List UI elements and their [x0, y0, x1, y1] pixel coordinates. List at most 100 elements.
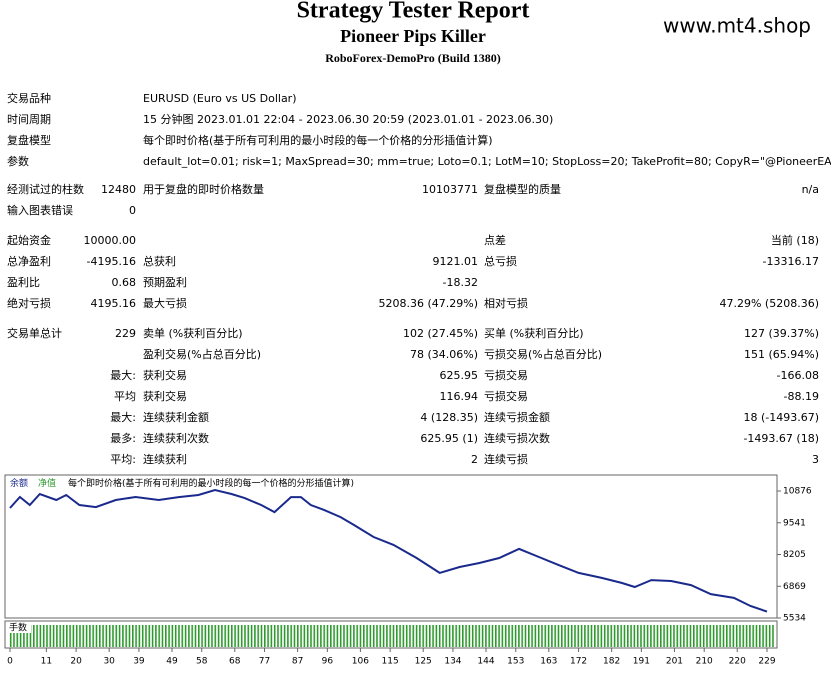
x-tick-label: 134	[444, 657, 461, 667]
cell-av: 12480	[101, 183, 136, 196]
x-tick-label: 125	[415, 657, 432, 667]
cell-b: 连续获利金额	[143, 410, 209, 424]
cell-c: 连续亏损	[484, 452, 528, 466]
legend-item: 净值	[38, 477, 56, 489]
cell-bv: 5208.36 (47.29%)	[378, 297, 478, 310]
x-tick-label: 172	[570, 657, 587, 667]
x-tick-label: 201	[666, 657, 683, 667]
info-value: EURUSD (Euro vs US Dollar)	[143, 92, 297, 105]
cell-bv: 102 (27.45%)	[403, 327, 478, 340]
cell-b: 盈利交易(%占总百分比)	[143, 347, 261, 361]
cell-c: 亏损交易(%占总百分比)	[484, 347, 602, 361]
cell-cv: 3	[812, 453, 819, 466]
cell-a: 经测试过的柱数	[7, 182, 84, 196]
cell-cv: -1493.67 (18)	[743, 432, 819, 445]
cell-bv: 78 (34.06%)	[410, 348, 478, 361]
cell-cv: -88.19	[784, 390, 819, 403]
x-tick-label: 39	[133, 657, 145, 667]
x-tick-label: 87	[292, 657, 303, 667]
x-tick-label: 144	[477, 657, 494, 667]
cell-av: 0	[129, 204, 136, 217]
cell-bv: -18.32	[443, 276, 478, 289]
cell-b: 连续获利次数	[143, 431, 209, 445]
cell-b: 卖单 (%获利百分比)	[143, 327, 243, 340]
cell-cv: 127 (39.37%)	[744, 327, 819, 340]
cell-bv: 116.94	[440, 390, 479, 403]
y-tick-label: 8205	[783, 550, 806, 560]
cell-c: 连续亏损金额	[484, 410, 550, 424]
x-tick-label: 77	[259, 657, 270, 667]
info-value: 15 分钟图 2023.01.01 22:04 - 2023.06.30 20:…	[143, 112, 553, 126]
cell-b: 预期盈利	[143, 276, 187, 289]
volume-label: 手数	[9, 622, 27, 634]
subtitle: Pioneer Pips Killer	[340, 26, 486, 46]
info-label: 时间周期	[7, 113, 51, 126]
cell-b: 最大亏损	[143, 296, 187, 310]
info-value: default_lot=0.01; risk=1; MaxSpread=30; …	[143, 155, 831, 168]
cell-av: 4195.16	[91, 297, 137, 310]
cell-b: 用于复盘的即时价格数量	[143, 182, 264, 196]
cell-c: 亏损交易	[484, 389, 528, 403]
cell-av: -4195.16	[87, 255, 136, 268]
x-tick-label: 220	[729, 657, 746, 667]
y-tick-label: 6869	[783, 582, 806, 592]
cell-a: 输入图表错误	[7, 203, 73, 217]
cell-av: 最大:	[110, 410, 136, 424]
x-tick-label: 182	[603, 657, 620, 667]
cell-cv: n/a	[802, 183, 819, 196]
x-tick-label: 58	[196, 657, 208, 667]
x-tick-label: 30	[103, 657, 115, 667]
cell-cv: 18 (-1493.67)	[743, 411, 819, 424]
cell-a: 盈利比	[7, 276, 40, 289]
x-tick-label: 68	[229, 657, 241, 667]
y-tick-label: 9541	[783, 518, 806, 528]
y-tick-label: 5534	[783, 614, 806, 624]
legend-item: 每个即时价格(基于所有可利用的最小时段的每一个价格的分形插值计算)	[68, 477, 354, 489]
x-tick-label: 49	[166, 657, 178, 667]
y-tick-label: 10876	[783, 487, 812, 497]
cell-cv: -13316.17	[763, 255, 819, 268]
x-tick-label: 11	[41, 657, 52, 667]
cell-bv: 2	[471, 453, 478, 466]
x-tick-label: 96	[322, 657, 334, 667]
cell-a: 绝对亏损	[7, 296, 51, 310]
cell-cv: 151 (65.94%)	[744, 348, 819, 361]
cell-b: 连续获利	[143, 452, 187, 466]
cell-b: 获利交易	[143, 368, 187, 382]
cell-c: 买单 (%获利百分比)	[484, 327, 584, 340]
cell-a: 起始资金	[7, 233, 51, 247]
title: Strategy Tester Report	[297, 0, 530, 24]
cell-av: 最多:	[110, 431, 136, 445]
cell-bv: 625.95 (1)	[420, 432, 478, 445]
legend: 余额 净值 每个即时价格(基于所有可利用的最小时段的每一个价格的分形插值计算)	[10, 477, 354, 489]
site: www.mt4.shop	[663, 14, 811, 38]
info-label: 交易品种	[7, 91, 51, 105]
cell-cv: 47.29% (5208.36)	[719, 297, 819, 310]
cell-c: 亏损交易	[484, 368, 528, 382]
cell-av: 10000.00	[84, 234, 137, 247]
chart-frame	[4, 474, 778, 619]
cell-av: 平均	[114, 390, 136, 403]
cell-cv: -166.08	[777, 369, 819, 382]
cell-b: 获利交易	[143, 389, 187, 403]
cell-av: 229	[115, 327, 136, 340]
info-value: 每个即时价格(基于所有可利用的最小时段的每一个价格的分形插值计算)	[143, 133, 493, 147]
cell-c: 点差	[484, 233, 506, 247]
cell-c: 相对亏损	[484, 296, 528, 310]
x-tick-label: 106	[352, 657, 369, 667]
legend-item: 余额	[10, 477, 28, 489]
cell-c: 复盘模型的质量	[484, 182, 561, 196]
x-tick-label: 153	[507, 657, 524, 667]
cell-av: 最大:	[110, 368, 136, 382]
cell-av: 0.68	[112, 276, 137, 289]
cell-a: 总净盈利	[7, 254, 51, 268]
x-tick-label: 210	[696, 657, 713, 667]
volume-label-bg	[7, 623, 31, 633]
server: RoboForex-DemoPro (Build 1380)	[325, 51, 501, 65]
x-tick-label: 20	[70, 657, 82, 667]
cell-cv: 当前 (18)	[771, 233, 819, 247]
cell-bv: 625.95	[440, 369, 479, 382]
cell-bv: 4 (128.35)	[420, 411, 478, 424]
cell-bv: 9121.01	[433, 255, 479, 268]
info-label: 参数	[7, 154, 29, 168]
